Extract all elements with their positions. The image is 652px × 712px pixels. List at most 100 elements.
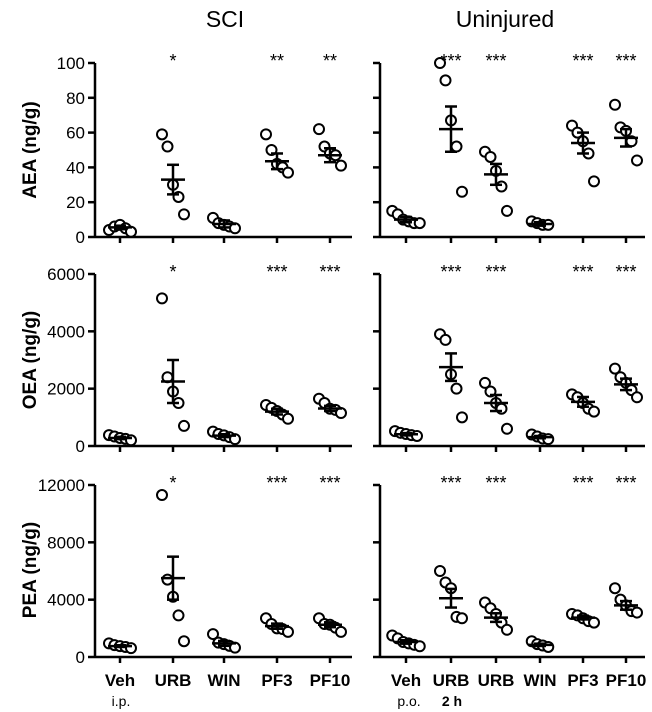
significance-stars: *** bbox=[572, 473, 593, 493]
significance-stars: *** bbox=[440, 473, 461, 493]
data-point bbox=[501, 204, 513, 217]
y-tick-label: 0 bbox=[76, 228, 85, 247]
data-point bbox=[413, 640, 426, 653]
data-point bbox=[631, 154, 643, 167]
significance-stars: *** bbox=[572, 262, 593, 282]
y-tick-label: 12000 bbox=[38, 476, 85, 495]
data-point bbox=[434, 565, 446, 577]
data-point bbox=[260, 128, 272, 141]
data-point bbox=[161, 573, 174, 586]
data-point bbox=[282, 412, 294, 425]
data-point bbox=[588, 616, 600, 629]
data-point bbox=[439, 74, 452, 87]
significance-stars: *** bbox=[319, 262, 340, 282]
significance-stars: ** bbox=[323, 51, 337, 71]
data-point bbox=[588, 405, 600, 418]
y-tick-label: 6000 bbox=[47, 265, 85, 284]
x-tick-label-right: URB bbox=[433, 671, 470, 690]
x-tick-label-right: PF10 bbox=[606, 671, 647, 690]
data-point bbox=[207, 628, 219, 641]
data-point bbox=[335, 159, 347, 172]
significance-stars: *** bbox=[440, 262, 461, 282]
data-point bbox=[178, 208, 190, 221]
route-note-time: 2 h bbox=[442, 693, 462, 709]
x-tick-label-right: Veh bbox=[391, 671, 421, 690]
data-point bbox=[456, 411, 468, 424]
significance-stars: *** bbox=[572, 51, 593, 71]
significance-stars: *** bbox=[440, 51, 461, 71]
x-tick-label-left: WIN bbox=[207, 671, 240, 690]
y-tick-label: 2000 bbox=[47, 380, 85, 399]
x-tick-label-left: PF3 bbox=[261, 671, 292, 690]
ylabel-oea: OEA (ng/g) bbox=[20, 311, 41, 410]
significance-stars: *** bbox=[485, 51, 506, 71]
data-point bbox=[313, 123, 325, 136]
significance-stars: ** bbox=[270, 51, 284, 71]
data-point bbox=[609, 362, 621, 375]
data-point bbox=[411, 429, 423, 442]
data-point bbox=[172, 609, 185, 622]
data-point bbox=[479, 376, 491, 389]
data-point bbox=[495, 180, 508, 193]
column-title-uninjured: Uninjured bbox=[456, 6, 554, 32]
panel-uninjured-oea: *** *** *** *** bbox=[373, 262, 645, 452]
significance-stars: *** bbox=[615, 262, 636, 282]
data-point bbox=[450, 382, 463, 395]
data-point bbox=[434, 57, 446, 69]
data-point bbox=[609, 582, 621, 595]
ylabel-pea: PEA (ng/g) bbox=[20, 522, 41, 618]
x-tick-label-right: URB bbox=[478, 671, 515, 690]
data-point bbox=[439, 333, 452, 346]
significance-stars: *** bbox=[319, 473, 340, 493]
data-point bbox=[161, 140, 174, 153]
y-tick-label: 20 bbox=[66, 193, 85, 212]
y-tick-label: 60 bbox=[66, 124, 85, 143]
data-point bbox=[609, 98, 621, 111]
significance-stars: * bbox=[169, 262, 176, 282]
significance-stars: *** bbox=[266, 262, 287, 282]
route-note-po: p.o. bbox=[397, 693, 420, 709]
x-axis-labels: Veh URB WIN PF3 PF10 Veh URB URB WIN PF3 PF10 bbox=[105, 671, 646, 690]
data-point bbox=[450, 140, 463, 153]
significance-stars: *** bbox=[615, 51, 636, 71]
y-tick-label: 40 bbox=[66, 158, 85, 177]
panel-uninjured-pea: *** *** *** *** bbox=[373, 473, 645, 663]
x-tick-label-right: PF3 bbox=[567, 671, 598, 690]
panel-uninjured-aea: *** *** *** *** bbox=[373, 51, 645, 243]
y-tick-label: 100 bbox=[57, 54, 85, 73]
data-point bbox=[501, 623, 513, 636]
y-tick-label: 4000 bbox=[47, 591, 85, 610]
significance-stars: * bbox=[169, 473, 176, 493]
y-tick-label: 8000 bbox=[47, 533, 85, 552]
significance-stars: *** bbox=[485, 262, 506, 282]
y-tick-label: 0 bbox=[76, 648, 85, 667]
data-point bbox=[335, 625, 347, 638]
x-tick-label-left: URB bbox=[155, 671, 192, 690]
data-point bbox=[156, 128, 168, 141]
data-point bbox=[588, 175, 600, 188]
y-tick-label: 4000 bbox=[47, 322, 85, 341]
significance-stars: *** bbox=[615, 473, 636, 493]
route-note-ip: i.p. bbox=[112, 693, 131, 709]
significance-stars: * bbox=[169, 51, 176, 71]
data-point bbox=[631, 391, 643, 404]
data-point bbox=[125, 642, 137, 655]
data-point bbox=[156, 292, 168, 305]
ylabel-aea: AEA (ng/g) bbox=[20, 101, 41, 198]
data-point bbox=[456, 612, 468, 625]
data-point bbox=[282, 166, 294, 179]
y-tick-label: 80 bbox=[66, 89, 85, 108]
x-tick-label-left: PF10 bbox=[310, 671, 351, 690]
x-tick-label-right: WIN bbox=[523, 671, 556, 690]
significance-stars: *** bbox=[485, 473, 506, 493]
data-point bbox=[501, 422, 513, 435]
data-point bbox=[178, 419, 190, 432]
data-point bbox=[156, 489, 168, 502]
y-tick-label: 0 bbox=[76, 437, 85, 456]
data-point bbox=[631, 606, 643, 619]
column-title-sci: SCI bbox=[206, 6, 244, 32]
